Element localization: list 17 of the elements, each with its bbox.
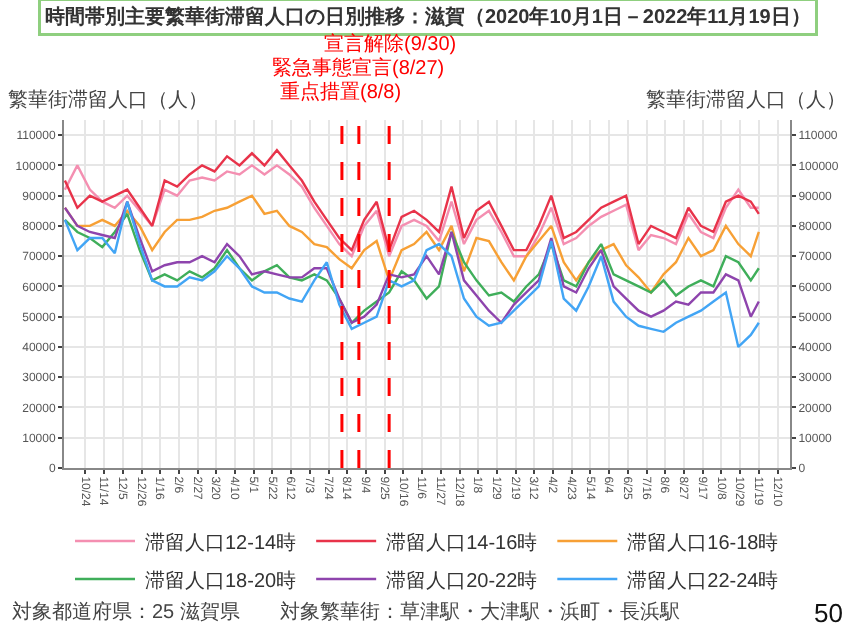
y2-axis-title: 繁華街滞留人口（人）: [646, 88, 846, 112]
legend-label: 滞留人口20-22時: [386, 568, 538, 593]
legend-label: 滞留人口14-16時: [386, 530, 538, 555]
line-series: [64, 149, 761, 252]
line-series: [64, 200, 761, 349]
line-series: [64, 164, 761, 258]
legend-label: 滞留人口16-18時: [627, 530, 779, 555]
legend-label: 滞留人口18-20時: [145, 568, 297, 593]
ref-line-label: 宣言解除(9/30): [324, 32, 457, 56]
legend-label: 滞留人口22-24時: [627, 568, 779, 593]
y-axis-title: 繁華街滞留人口（人）: [8, 88, 208, 112]
text: 50: [814, 598, 843, 628]
ref-line-label: 重点措置(8/8): [280, 80, 402, 104]
ref-line-label: 緊急事態宣言(8/27): [272, 56, 445, 80]
legend-label: 滞留人口12-14時: [145, 530, 297, 555]
chart-title: 時間帯別主要繁華街滞留人口の日別推移：滋賀（2020年10月1日－2022年11月19日）: [45, 5, 811, 29]
text: 対象都道府県：25 滋賀県 対象繁華街：草津駅・大津駅・浜町・長浜駅: [12, 600, 680, 624]
